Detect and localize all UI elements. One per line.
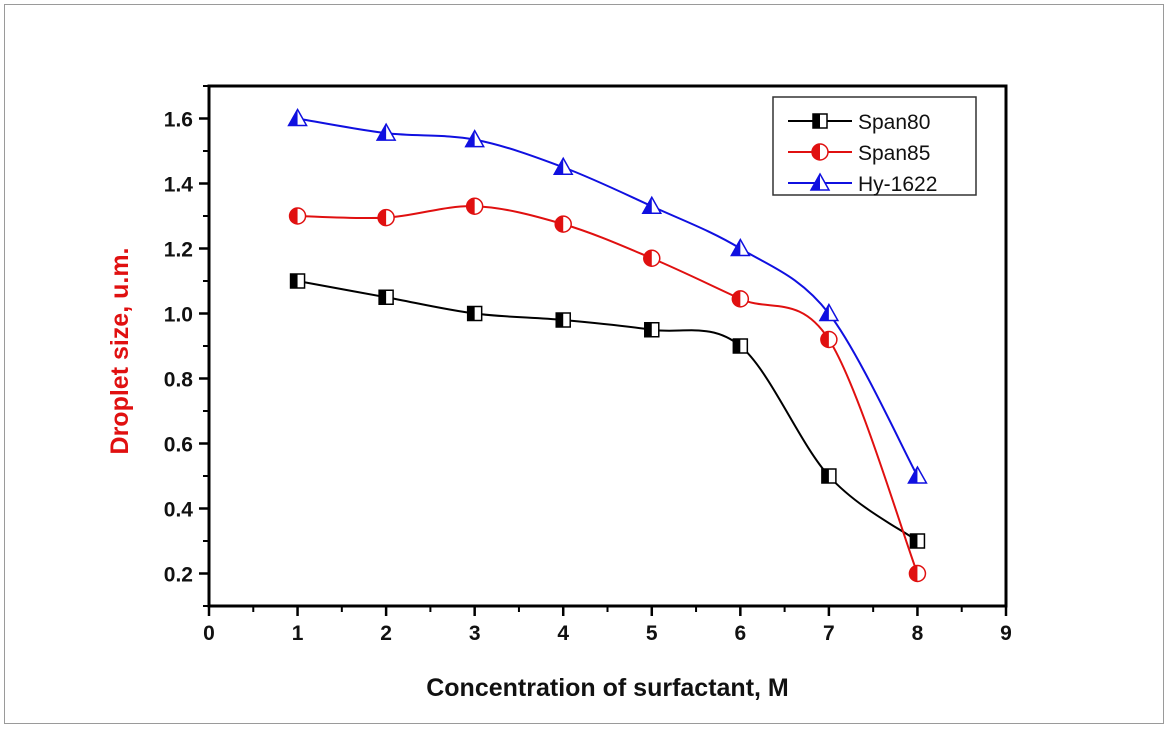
- data-point-span85: [908, 564, 927, 583]
- y-tick-label: 0.4: [164, 499, 194, 522]
- x-tick-label: 9: [1000, 622, 1012, 645]
- x-tick-label: 2: [380, 622, 392, 645]
- data-point-hy-1622: [375, 122, 397, 141]
- data-point-span80: [909, 533, 926, 549]
- x-tick-label: 5: [646, 622, 658, 645]
- data-point-span80: [289, 273, 306, 289]
- data-point-hy-1622: [818, 302, 840, 322]
- y-tick-label: 1.4: [164, 174, 194, 197]
- data-point-span85: [554, 215, 572, 233]
- data-point-span80: [555, 312, 571, 328]
- x-tick-label: 7: [823, 622, 835, 645]
- legend-box: [772, 96, 977, 196]
- data-point-hy-1622: [287, 107, 308, 127]
- data-point-hy-1622: [907, 465, 928, 484]
- y-tick-label: 1.2: [164, 239, 193, 262]
- data-point-span80: [466, 305, 483, 322]
- legend-label: Span85: [858, 142, 930, 165]
- series-line-span85: [297, 205, 919, 574]
- data-point-hy-1622: [641, 195, 663, 214]
- data-point-span80: [378, 289, 394, 305]
- data-point-span85: [820, 330, 838, 349]
- data-point-span85: [288, 207, 307, 225]
- x-tick-label: 3: [469, 622, 481, 645]
- data-point-span80: [821, 468, 837, 484]
- y-tick-label: 0.8: [164, 369, 194, 392]
- x-tick-label: 8: [912, 622, 924, 645]
- legend-marker: [812, 113, 828, 129]
- y-axis-label: Droplet size, u.m.: [106, 248, 134, 455]
- data-point-hy-1622: [552, 156, 574, 175]
- image-frame: [4, 4, 1164, 724]
- data-point-hy-1622: [464, 129, 485, 148]
- data-point-span85: [731, 290, 750, 308]
- y-tick-label: 1.6: [164, 109, 193, 132]
- x-axis-label: Concentration of surfactant, M: [426, 674, 789, 702]
- x-tick-label: 1: [292, 622, 304, 645]
- legend-marker: [809, 172, 831, 191]
- data-point-span80: [644, 322, 660, 338]
- legend-label: Span80: [858, 111, 930, 134]
- y-tick-label: 0.2: [164, 564, 193, 587]
- x-tick-label: 0: [203, 622, 215, 645]
- y-tick-label: 0.6: [164, 434, 193, 457]
- legend-marker: [811, 143, 829, 161]
- data-point-span85: [643, 249, 661, 267]
- data-point-span80: [732, 338, 749, 354]
- data-point-span85: [377, 208, 395, 227]
- data-point-span85: [465, 197, 484, 215]
- y-tick-label: 1.0: [164, 304, 193, 327]
- x-tick-label: 4: [557, 622, 569, 645]
- data-point-hy-1622: [730, 237, 751, 257]
- x-tick-label: 6: [734, 622, 746, 645]
- legend-label: Hy-1622: [858, 173, 937, 196]
